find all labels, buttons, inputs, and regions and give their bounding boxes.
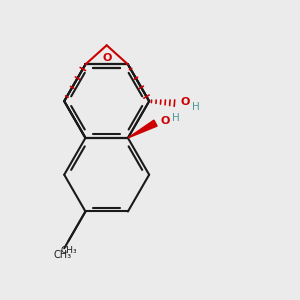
Text: H: H (172, 113, 179, 123)
Text: O: O (160, 116, 170, 126)
Text: CH₃: CH₃ (60, 246, 77, 255)
Text: O: O (102, 53, 111, 63)
Text: O: O (181, 98, 190, 107)
Text: CH₃: CH₃ (53, 250, 71, 260)
Polygon shape (128, 120, 157, 138)
Text: H: H (192, 102, 200, 112)
